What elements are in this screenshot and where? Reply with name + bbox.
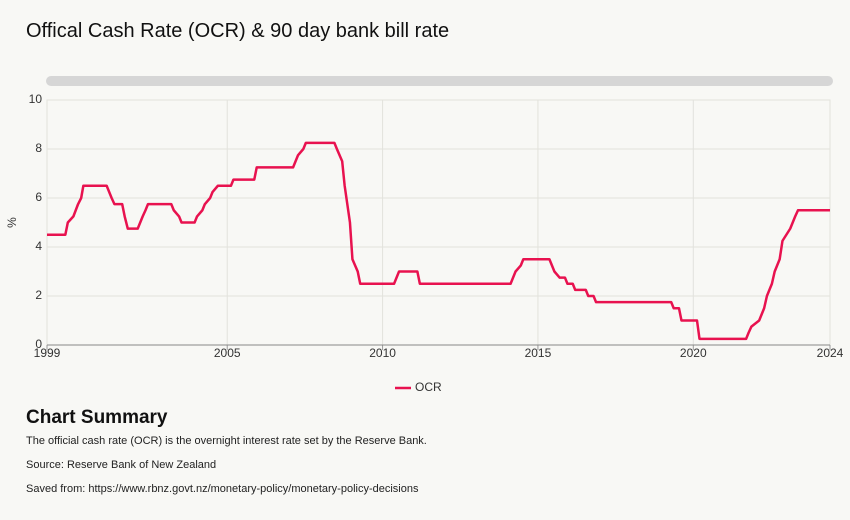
plot-area — [46, 99, 831, 346]
x-tick-label: 2005 — [214, 346, 241, 360]
chart-title: Offical Cash Rate (OCR) & 90 day bank bi… — [26, 20, 450, 42]
scrollbar[interactable] — [46, 76, 833, 86]
x-tick-label: 1999 — [34, 346, 61, 360]
summary-heading: Chart Summary — [26, 407, 168, 428]
y-tick-label: 10 — [29, 92, 43, 106]
y-tick-label: 4 — [35, 239, 42, 253]
y-tick-label: 6 — [35, 190, 42, 204]
ocr-line — [47, 141, 830, 341]
x-tick-label: 2024 — [817, 346, 844, 360]
y-tick-label: 8 — [35, 141, 42, 155]
y-tick-label: 0 — [35, 337, 42, 351]
y-tick-label: 2 — [35, 288, 42, 302]
summary: Chart Summary The official cash rate (OC… — [26, 407, 826, 507]
legend-label: OCR — [415, 380, 442, 394]
x-tick-label: 2020 — [680, 346, 707, 360]
x-tick-label: 2015 — [525, 346, 552, 360]
x-tick-label: 2010 — [369, 346, 396, 360]
chart: 0 2 4 6 8 10 1999 2005 2010 2015 2020 2024% OCR — [5, 92, 844, 394]
y-axis-label: % — [5, 217, 19, 228]
summary-saved: Saved from: https://www.rbnz.govt.nz/mon… — [26, 483, 419, 495]
summary-source: Source: Reserve Bank of New Zealand — [26, 459, 217, 471]
summary-text: The official cash rate (OCR) is the over… — [26, 435, 427, 447]
